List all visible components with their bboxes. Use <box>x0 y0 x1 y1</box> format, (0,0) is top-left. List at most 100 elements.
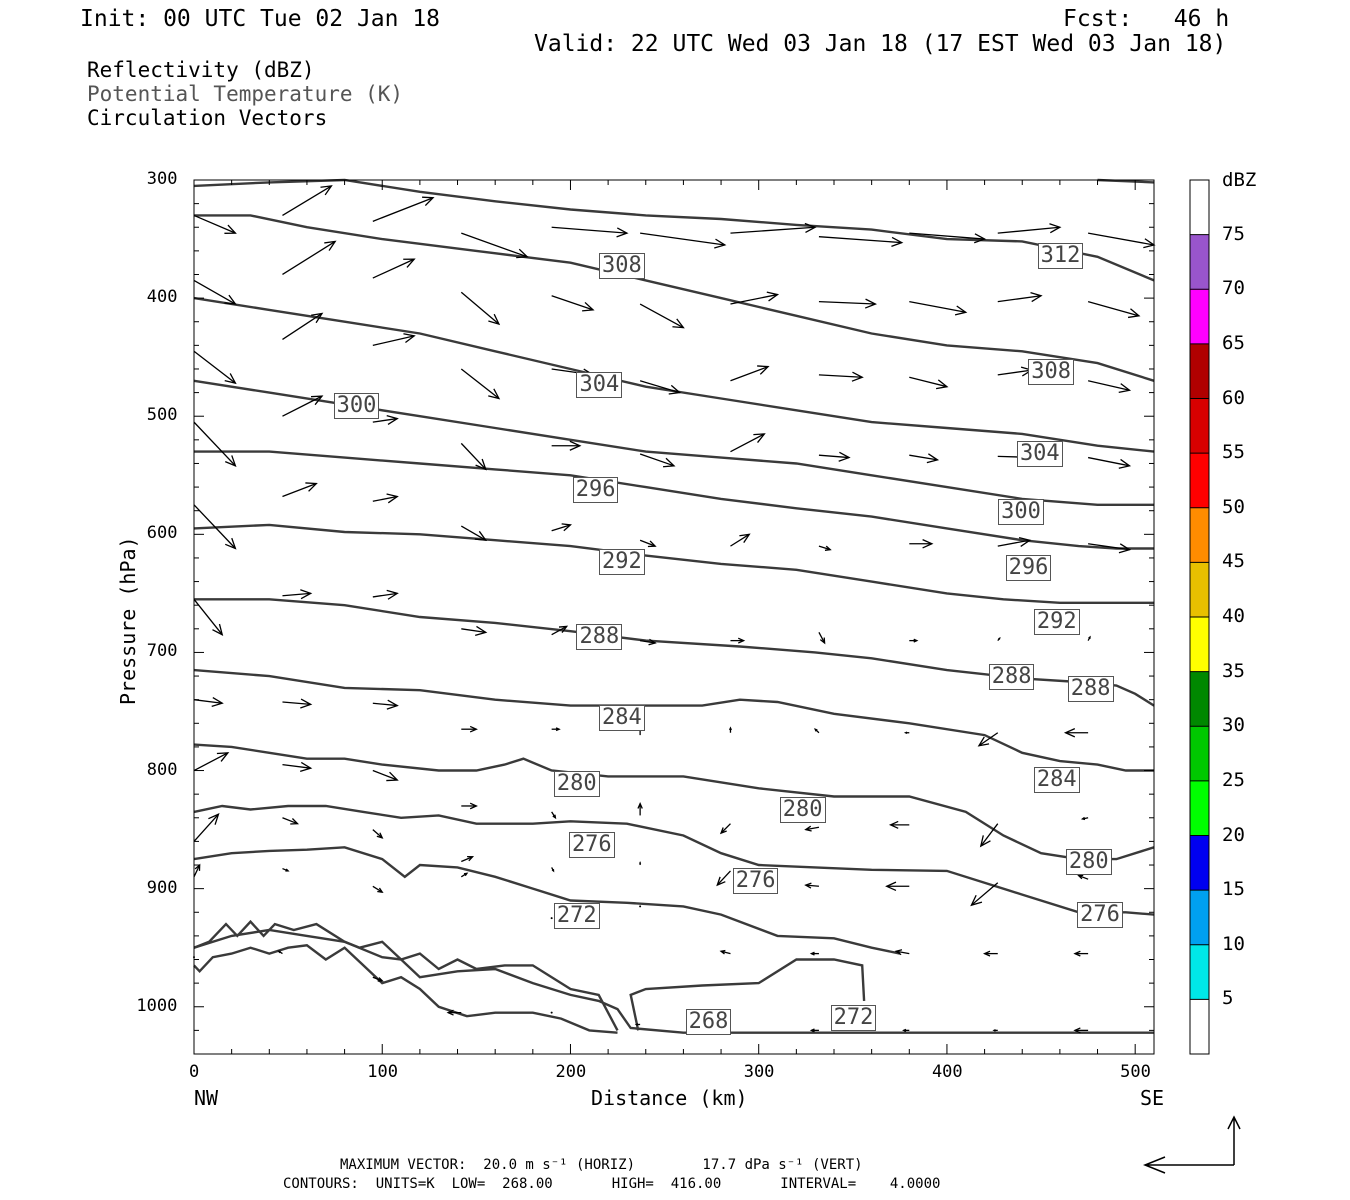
contour-label-18: 296 <box>1005 554 1052 581</box>
circulation-vector-95 <box>804 882 819 889</box>
field-potential-temperature: Potential Temperature (K) <box>87 82 404 106</box>
circulation-vector-33 <box>193 421 237 467</box>
circulation-vector-4 <box>551 226 629 238</box>
contour-272-3 <box>629 958 866 1031</box>
circulation-vector-57 <box>372 589 399 600</box>
circulation-vector-66 <box>193 696 224 708</box>
contour-label-17: 300 <box>998 499 1044 526</box>
y-tick-label-300: 300 <box>146 169 178 189</box>
contour-label-4: 292 <box>599 548 645 575</box>
contour-label-15: 308 <box>1028 358 1074 385</box>
circulation-vector-108 <box>982 950 998 957</box>
contour-label-2: 300 <box>333 392 380 419</box>
circulation-vector-94 <box>716 870 731 887</box>
colorbar-frame <box>1189 179 1210 1055</box>
contour-268-1 <box>193 944 618 1034</box>
circulation-vector-62 <box>818 632 826 645</box>
colorbar-label-35: 35 <box>1222 659 1245 682</box>
colorbar-segment-5 <box>1190 944 1209 1000</box>
circulation-vector-67 <box>282 698 313 709</box>
contour-label-6: 284 <box>599 704 645 731</box>
circulation-vector-114 <box>550 1011 553 1014</box>
x-tick-label-300: 300 <box>743 1062 775 1082</box>
circulation-vector-14 <box>460 291 501 326</box>
circulation-vector-74 <box>903 731 910 735</box>
colorbar-segment-45 <box>1190 507 1209 563</box>
circulation-vector-101 <box>372 885 384 894</box>
circulation-vector-48 <box>551 523 572 532</box>
circulation-vector-69 <box>461 725 478 733</box>
contour-label-22: 284 <box>1033 767 1080 794</box>
contour-label-3: 296 <box>572 476 619 503</box>
circulation-vector-49 <box>639 539 657 548</box>
circulation-vector-7 <box>818 236 904 247</box>
contour-label-12: 276 <box>732 867 779 894</box>
contour-276-5 <box>193 804 1155 916</box>
circulation-vector-117 <box>809 1028 819 1033</box>
colorbar-label-20: 20 <box>1222 823 1245 846</box>
circulation-vector-23 <box>282 312 324 340</box>
colorbar-segment-25 <box>1190 726 1209 781</box>
contour-272-4 <box>193 846 901 955</box>
contour-label-16: 304 <box>1016 441 1063 468</box>
circulation-vector-18 <box>818 298 878 309</box>
circulation-vector-73 <box>814 728 820 734</box>
circulation-vector-34 <box>282 395 324 417</box>
circulation-vector-85 <box>888 820 910 829</box>
circulation-vector-102 <box>460 872 469 878</box>
colorbar-segment-bottom <box>1190 999 1209 1054</box>
contour-label-9: 272 <box>553 902 600 929</box>
circulation-vector-84 <box>804 825 820 832</box>
tick-marks <box>193 179 1154 1055</box>
circulation-vector-82 <box>637 802 643 816</box>
contour-label-0: 308 <box>599 253 645 280</box>
circulation-vector-58 <box>461 625 488 636</box>
colorbar-segment-20 <box>1190 780 1209 836</box>
circulation-vector-40 <box>818 451 851 462</box>
circulation-vector-76 <box>1063 728 1089 738</box>
circulation-vector-92 <box>551 867 555 873</box>
circulation-vector-35 <box>372 414 399 426</box>
contour-label-14: 312 <box>1037 242 1084 269</box>
circulation-vector-115 <box>634 1023 641 1026</box>
circulation-vector-55 <box>193 598 224 636</box>
contour-272-2 <box>193 928 619 1031</box>
contour-label-8: 276 <box>568 832 615 859</box>
colorbar-segment-35 <box>1190 617 1209 672</box>
init-time: Init: 00 UTC Tue 02 Jan 18 <box>80 6 441 32</box>
circulation-vector-111 <box>277 950 283 955</box>
contour-label-10: 268 <box>685 1009 732 1036</box>
contour-label-5: 288 <box>576 624 623 651</box>
circulation-vector-6 <box>730 222 817 234</box>
y-tick-label-900: 900 <box>146 877 178 898</box>
colorbar-label-60: 60 <box>1222 386 1245 409</box>
circulation-vector-51 <box>818 545 832 551</box>
y-tick-label-700: 700 <box>146 641 178 662</box>
colorbar-label-15: 15 <box>1222 878 1245 901</box>
circulation-vector-88 <box>193 813 220 842</box>
circulation-vector-87 <box>1080 816 1089 821</box>
circulation-vector-9 <box>997 223 1062 234</box>
circulation-vector-29 <box>818 371 864 382</box>
colorbar-segment-15 <box>1190 835 1209 891</box>
contour-312-14 <box>193 178 1155 282</box>
circulation-vector-32 <box>1087 380 1132 394</box>
circulation-vector-15 <box>551 295 595 312</box>
colorbar-label-65: 65 <box>1222 331 1245 354</box>
contour-280-6 <box>193 743 1155 861</box>
x-axis-label: Distance (km) <box>591 1086 748 1110</box>
circulation-vector-52 <box>909 539 934 549</box>
circulation-vector-28 <box>730 365 770 382</box>
circulation-vector-120 <box>1073 1027 1089 1034</box>
circulation-vector-3 <box>461 232 529 259</box>
contour-304-12 <box>193 296 1155 453</box>
circulation-vector-16 <box>639 303 685 329</box>
colorbar-label-45: 45 <box>1222 550 1245 573</box>
colorbar-label-10: 10 <box>1222 932 1245 955</box>
plot-frame <box>193 179 1155 1055</box>
contour-label-13: 280 <box>779 796 826 823</box>
x-tick-label-100: 100 <box>367 1062 398 1082</box>
circulation-vector-68 <box>372 699 399 710</box>
x-end-label-nw: NW <box>194 1086 219 1110</box>
colorbar-label-30: 30 <box>1222 714 1245 737</box>
